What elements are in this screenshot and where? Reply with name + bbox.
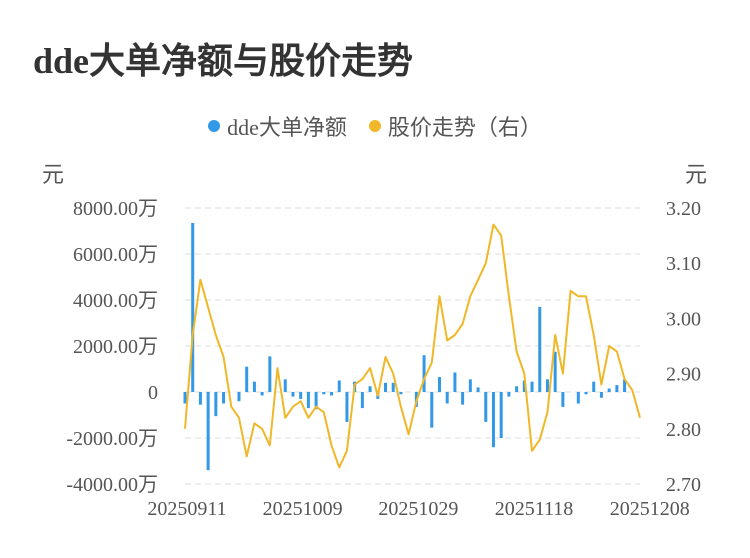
bar [399, 392, 403, 395]
legend-item-dde[interactable]: dde大单净额 [208, 110, 347, 142]
bar [599, 392, 603, 398]
y-left-tick-label: -2000.00万 [66, 428, 158, 450]
y-right-tick-label: 3.20 [666, 198, 701, 220]
bar [461, 392, 465, 405]
bar [391, 382, 395, 392]
bar [245, 366, 249, 392]
x-tick-label: 20250911 [147, 498, 226, 520]
y-left-tick-label: 8000.00万 [73, 198, 158, 220]
bar [430, 392, 434, 428]
bar [538, 306, 542, 392]
bar [522, 380, 526, 392]
y-left-tick-label: 4000.00万 [73, 290, 158, 312]
bar [222, 392, 226, 404]
bar [499, 392, 503, 438]
y-right-tick-label: 2.80 [666, 419, 701, 441]
y-left-tick-label: 6000.00万 [73, 244, 158, 266]
bar [437, 377, 441, 392]
bar [299, 392, 303, 399]
legend-label-price: 股价走势（右） [387, 115, 542, 140]
x-tick-label: 20251118 [495, 498, 574, 520]
bar [330, 392, 334, 396]
y-left-tick-label: 0 [148, 382, 158, 404]
bar [592, 381, 596, 392]
bar [345, 392, 349, 422]
bar [314, 392, 318, 410]
left-axis-unit: 元 [42, 162, 65, 187]
legend: dde大单净额 股价走势（右） [0, 110, 750, 142]
bar [561, 392, 565, 407]
bar [384, 382, 388, 392]
bar [453, 372, 457, 392]
y-right-tick-label: 3.10 [666, 253, 701, 275]
right-axis-unit: 元 [685, 162, 708, 187]
x-tick-label: 20251208 [610, 498, 690, 520]
x-tick-label: 20251029 [378, 498, 458, 520]
bar [368, 386, 372, 392]
legend-marker-dde [208, 120, 221, 132]
bar [623, 379, 627, 392]
chart-title: dde大单净额与股价走势 [33, 41, 414, 81]
bar [360, 392, 364, 409]
x-tick-label: 20251009 [263, 498, 343, 520]
bar [252, 381, 256, 392]
bar [191, 222, 195, 392]
bar [291, 392, 295, 397]
legend-item-price[interactable]: 股价走势（右） [368, 110, 542, 142]
legend-marker-price [368, 120, 381, 132]
bar [576, 392, 580, 404]
bar [445, 392, 449, 404]
bar [260, 392, 264, 396]
bar [322, 392, 326, 395]
y-right-tick-label: 2.90 [666, 364, 701, 386]
bar [268, 356, 272, 392]
bar [507, 392, 511, 397]
bar [553, 351, 557, 392]
bar [545, 379, 549, 392]
bar [214, 392, 218, 417]
bar [584, 392, 588, 395]
y-left-tick-label: -4000.00万 [66, 474, 158, 496]
bar [515, 386, 519, 392]
bar [476, 387, 480, 392]
bar [198, 392, 202, 405]
y-right-tick-label: 3.00 [666, 308, 701, 330]
bar [422, 355, 426, 392]
bar [283, 379, 287, 392]
bar [484, 392, 488, 422]
bar [615, 385, 619, 392]
legend-label-dde: dde大单净额 [227, 115, 347, 140]
bar [468, 379, 472, 392]
bar [530, 381, 534, 392]
bar [337, 380, 341, 392]
bar [607, 388, 611, 392]
bar [306, 392, 310, 409]
y-left-tick-label: 2000.00万 [73, 336, 158, 358]
bar [491, 392, 495, 448]
bar [206, 392, 210, 471]
price-line [184, 223, 641, 469]
y-right-tick-label: 2.70 [666, 474, 701, 496]
bar [183, 392, 187, 404]
bar [237, 392, 241, 402]
